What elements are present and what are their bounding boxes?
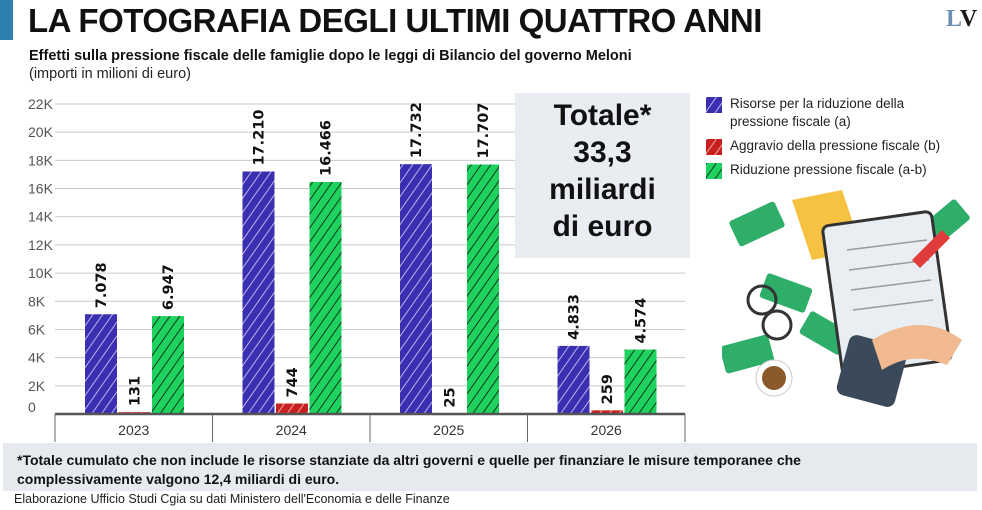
total-unit-2: di euro (552, 210, 653, 243)
data-label: 25 (443, 387, 459, 407)
y-tick-label: 12K (28, 237, 54, 253)
logo: LV (946, 6, 978, 32)
data-label: 6.947 (161, 264, 177, 310)
title-accent-bar (0, 0, 13, 40)
source-note: Elaborazione Ufficio Studi Cgia su dati … (14, 492, 450, 506)
legend-label: Aggravio della pressione fiscale (b) (730, 138, 941, 153)
bar-b (591, 410, 623, 414)
data-label: 16.466 (319, 120, 335, 176)
data-label: 131 (128, 376, 144, 406)
data-label: 17.732 (409, 102, 425, 158)
bar-b (276, 403, 308, 414)
data-label: 744 (285, 367, 301, 397)
y-tick-label: 8K (28, 293, 46, 309)
legend-item-b: Aggravio della pressione fiscale (b) (706, 137, 950, 155)
data-label: 17.210 (252, 110, 268, 166)
bar-a (400, 164, 432, 414)
legend-item-ab: Riduzione pressione fiscale (a-b) (706, 161, 950, 179)
legend-swatch-icon (706, 97, 722, 113)
footnote-line: complessivamente valgono 12,4 miliardi d… (17, 471, 340, 487)
bar-ab (624, 349, 657, 414)
total-box: Totale* 33,3 miliardi di euro (515, 93, 690, 258)
y-tick-label: 22K (28, 96, 54, 112)
y-tick-label: 2K (28, 378, 46, 394)
bar-ab (309, 181, 342, 414)
data-label: 4.833 (567, 294, 583, 340)
units-label: (importi in milioni di euro) (29, 66, 191, 82)
legend-label: Riduzione pressione fiscale (a-b) (730, 162, 927, 177)
data-label: 7.078 (94, 262, 110, 308)
y-tick-label: 4K (28, 350, 46, 366)
data-label: 17.707 (476, 103, 492, 159)
data-label: 259 (600, 374, 616, 404)
bar-a (557, 345, 590, 414)
bar-chart: 0 2K 4K 6K 8K 10K 12K 14K 16K 18K 20K 22K 7.078 131 6.… (28, 96, 686, 442)
bar-ab (152, 316, 184, 414)
legend-swatch-icon (706, 139, 722, 155)
y-tick-label: 14K (28, 209, 54, 225)
bar-a (85, 314, 117, 414)
footnote: *Totale cumulato che non include le riso… (3, 443, 977, 491)
y-tick-label: 6K (28, 321, 46, 337)
x-tick-label: 2023 (118, 422, 149, 438)
page-title: LA FOTOGRAFIA DEGLI ULTIMI QUATTRO ANNI (28, 2, 762, 39)
data-label: 4.574 (634, 298, 650, 344)
legend-label: Risorse per la riduzione della pressione… (730, 96, 905, 129)
total-unit: miliardi (549, 173, 656, 206)
x-tick-label: 2024 (276, 422, 307, 438)
legend-item-a: Risorse per la riduzione della pressione… (706, 95, 950, 131)
legend: Risorse per la riduzione della pressione… (706, 95, 950, 185)
total-value: 33,3 (573, 136, 632, 169)
bar-a (242, 171, 275, 414)
x-tick-label: 2026 (591, 422, 622, 438)
chart-subtitle: Effetti sulla pressione fiscale delle fa… (29, 48, 632, 64)
y-tick-label: 20K (28, 124, 54, 140)
x-tick-label: 2025 (433, 422, 464, 438)
footnote-line: *Totale cumulato che non include le riso… (17, 452, 801, 468)
y-tick-label: 10K (28, 265, 54, 281)
finance-illustration-icon (722, 190, 970, 407)
y-tick-label: 16K (28, 181, 54, 197)
bar-ab (467, 164, 499, 414)
y-tick-label: 18K (28, 152, 54, 168)
total-label: Totale* (553, 99, 652, 132)
legend-swatch-icon (706, 163, 722, 179)
y-tick-label: 0 (28, 399, 36, 415)
